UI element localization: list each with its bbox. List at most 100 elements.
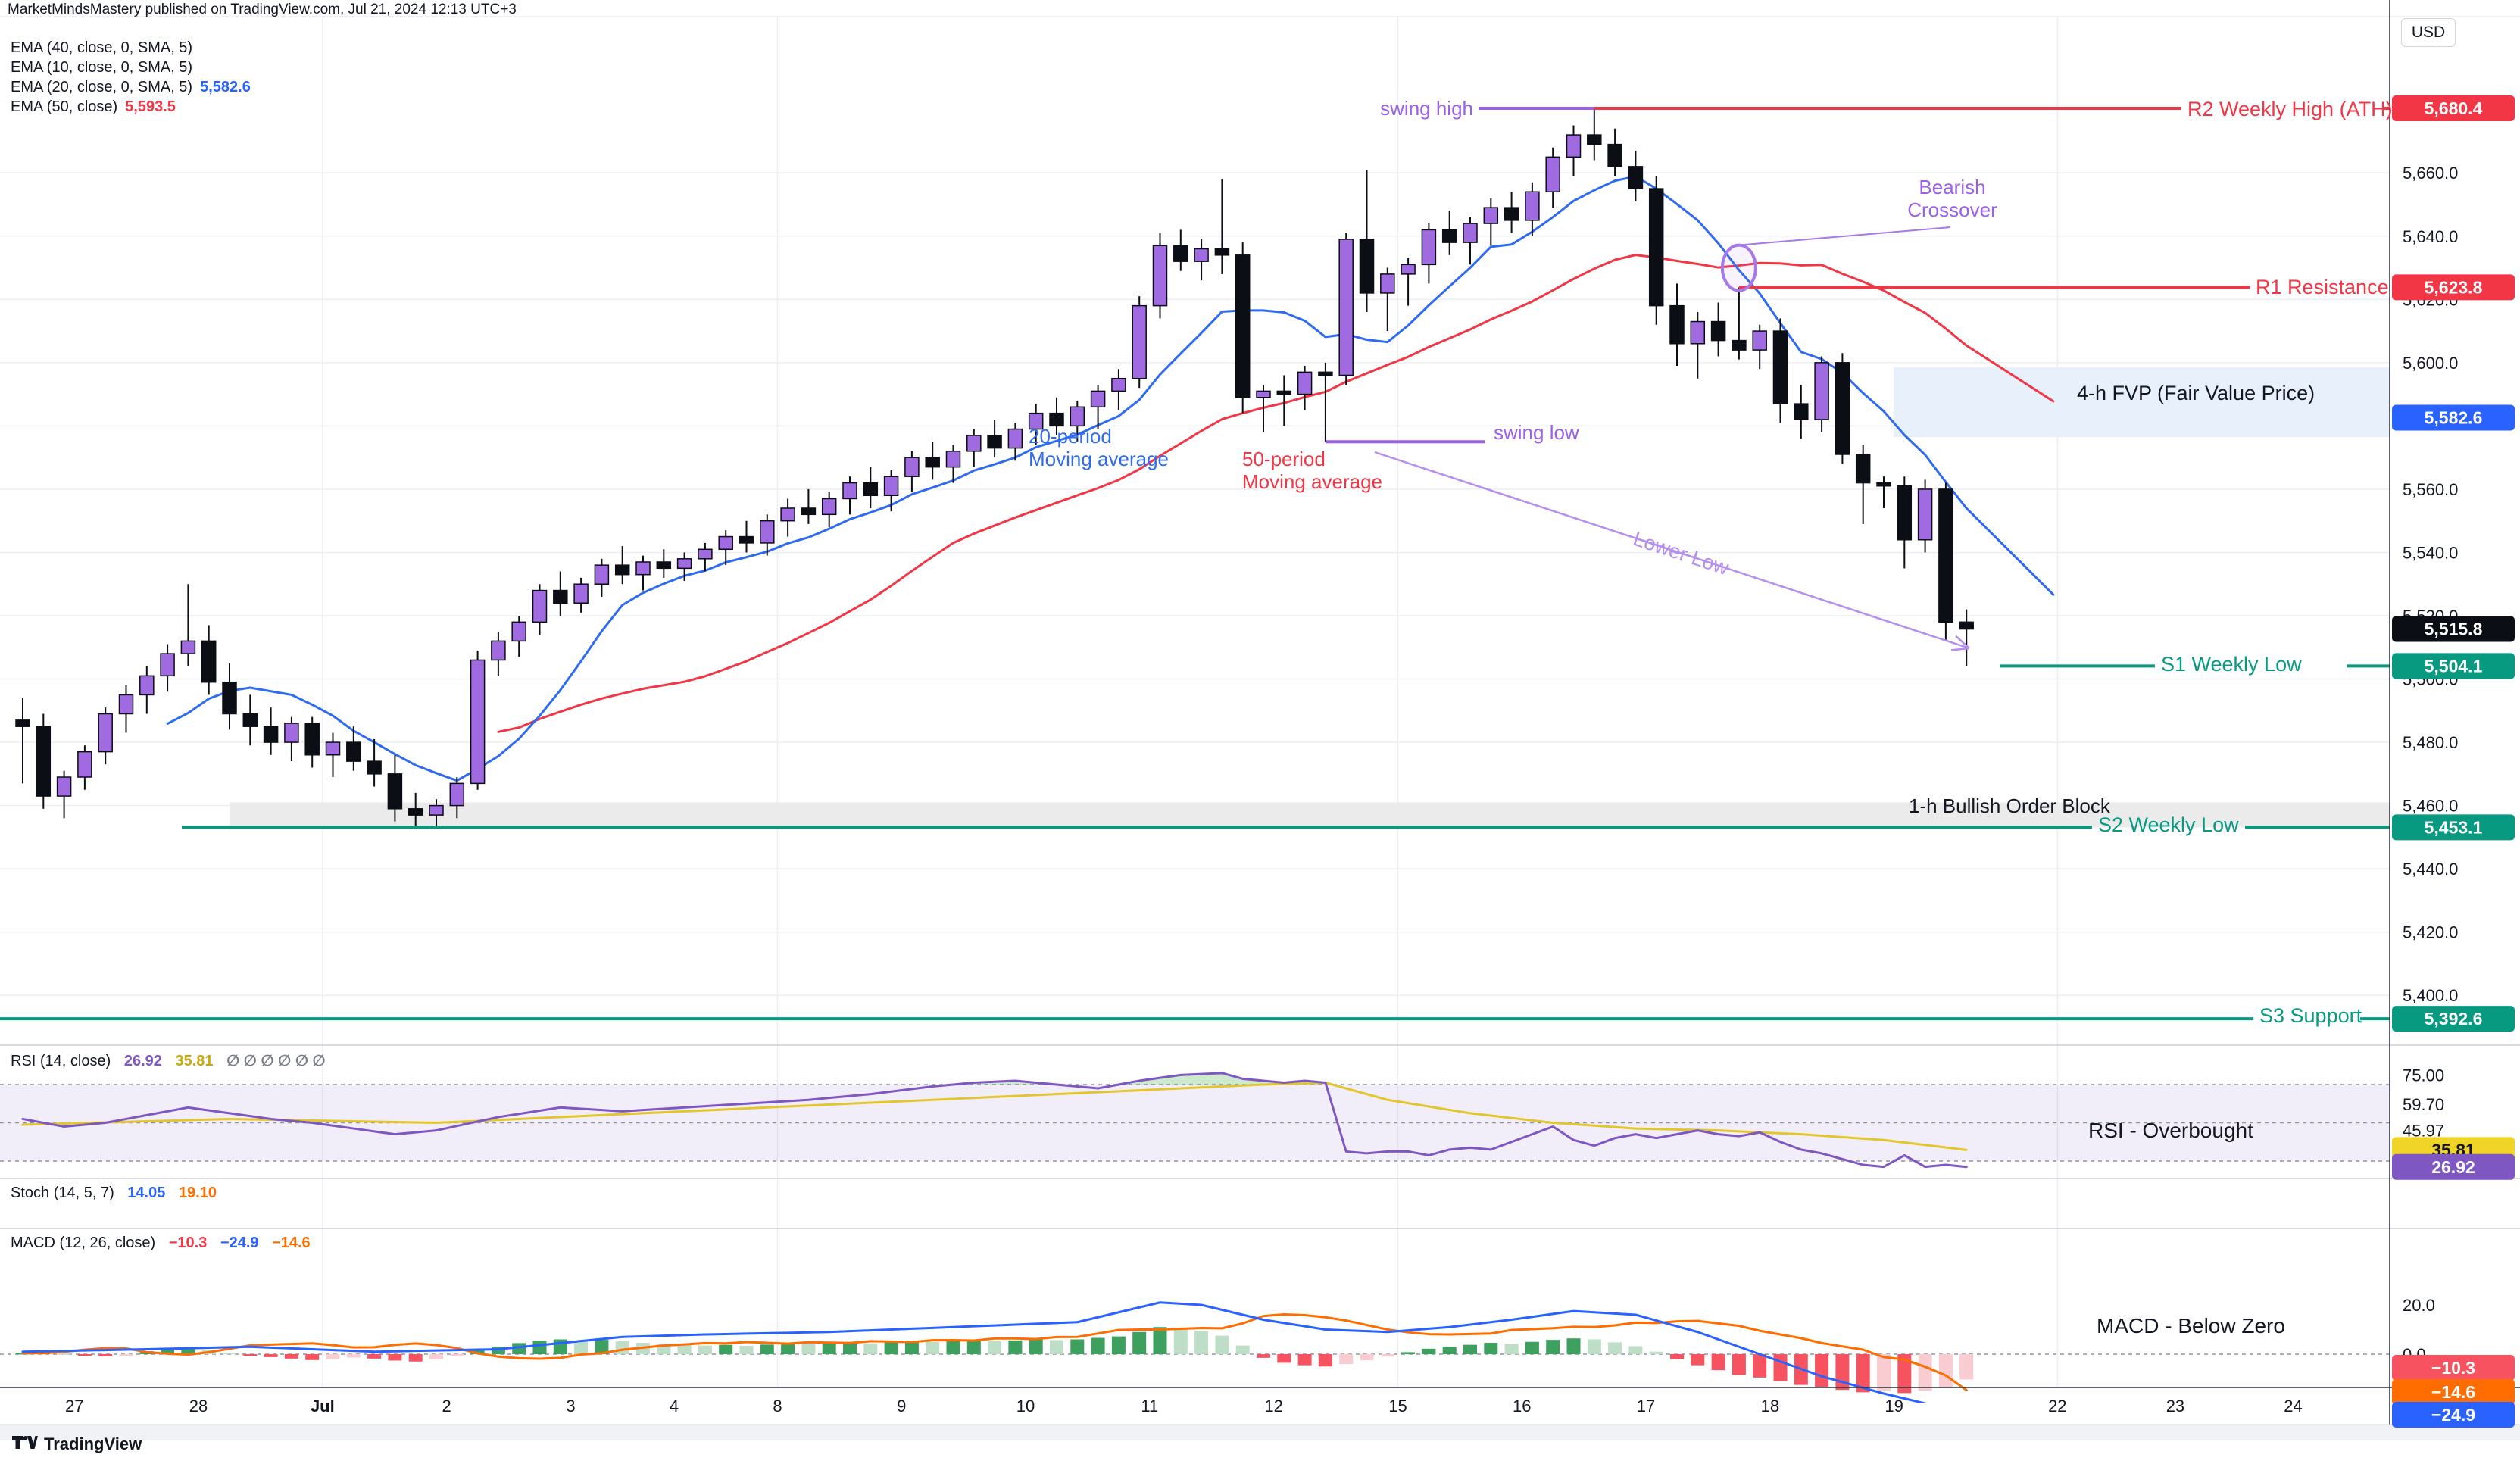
candle-up (532, 589, 548, 623)
swing-low-label: swing low (1494, 421, 1579, 444)
time-axis-label: 4 (670, 1397, 679, 1415)
order-block-label: 1-h Bullish Order Block (1909, 794, 2110, 817)
time-axis-label: 15 (1388, 1397, 1407, 1415)
candle-up (1194, 248, 1209, 262)
legend-ema10-label: EMA (10, close, 0, SMA, 5) (11, 59, 193, 76)
time-axis-label: 18 (1761, 1397, 1779, 1415)
macd-histogram-bar (1897, 1354, 1912, 1394)
rsi-empty-values: ∅ ∅ ∅ ∅ ∅ ∅ (226, 1053, 326, 1069)
time-axis-label: Jul (311, 1397, 335, 1415)
candle-up (511, 621, 526, 642)
price-tick: 5,660.0 (2403, 164, 2458, 183)
macd-histogram-bar (1380, 1354, 1394, 1357)
ma20-line-label: 20-period Moving average (1029, 425, 1169, 470)
time-axis-label: 11 (1141, 1397, 1158, 1415)
candle-down (1855, 454, 1871, 484)
rsi-pane-title[interactable]: RSI (14, close) 26.92 35.81 ∅ ∅ ∅ ∅ ∅ ∅ (11, 1051, 326, 1070)
time-axis-label: 27 (65, 1397, 83, 1415)
fvp-zone-label: 4-h FVP (Fair Value Price) (2077, 382, 2315, 404)
candle-down (1235, 254, 1251, 398)
price-axis-bg (2390, 0, 2520, 1467)
stoch-title-label: Stoch (14, 5, 7) (11, 1185, 114, 1201)
candle-up (449, 782, 465, 807)
macd-histogram-bar (1877, 1354, 1891, 1391)
price-tick: 5,560.0 (2403, 480, 2458, 499)
macd-histogram-bar (1257, 1354, 1270, 1358)
candle-down (1587, 134, 1602, 145)
legend-ema20-label: EMA (20, close, 0, SMA, 5) (11, 79, 193, 95)
time-axis-label: 9 (897, 1397, 906, 1415)
legend-ema20[interactable]: EMA (20, close, 0, SMA, 5) 5,582.6 (11, 79, 251, 96)
candle-down (1441, 229, 1457, 243)
macd-histogram-bar (491, 1347, 505, 1354)
candle-down (1669, 304, 1685, 345)
macd-histogram-bar (1670, 1354, 1684, 1359)
candle-up (842, 482, 857, 500)
macd-histogram-bar (677, 1344, 692, 1354)
macd-histogram-bar (1360, 1354, 1374, 1361)
rsi-line (21, 1072, 1968, 1169)
candle-down (1648, 188, 1664, 307)
candle-up (77, 751, 92, 778)
macd-histogram-bar (781, 1343, 795, 1354)
candle-down (656, 561, 672, 570)
bottom-strip (0, 1425, 2520, 1440)
macd-histogram-bar (119, 1354, 133, 1356)
axis-badge-value: 26.92 (2431, 1157, 2475, 1177)
macd-histogram-bar (1029, 1338, 1043, 1354)
macd-histogram-bar (1566, 1338, 1581, 1354)
axis-badge-value: 5,392.6 (2425, 1009, 2483, 1028)
legend-ema40[interactable]: EMA (40, close, 0, SMA, 5) (11, 39, 192, 57)
currency-axis-button[interactable]: USD (2401, 18, 2456, 47)
time-axis-label: 23 (2166, 1397, 2184, 1415)
candle-up (594, 564, 610, 585)
candle-down (1794, 403, 1809, 420)
stoch-k-value: 14.05 (127, 1185, 166, 1201)
stoch-pane-title[interactable]: Stoch (14, 5, 7) 14.05 19.10 (11, 1185, 217, 1202)
macd-histogram-bar (450, 1354, 464, 1356)
axis-badge (2392, 95, 2515, 121)
macd-histogram-bar (532, 1341, 547, 1354)
macd-histogram-bar (1463, 1344, 1477, 1354)
macd-histogram-bar (408, 1354, 423, 1362)
macd-histogram-bar (1339, 1354, 1354, 1364)
candle-up (1380, 273, 1395, 294)
candle-up (821, 498, 837, 516)
axis-badge (2392, 653, 2515, 679)
tradingview-logo[interactable]: TradingView (12, 1434, 142, 1454)
macd-histogram-bar (77, 1354, 92, 1356)
candle-up (760, 520, 775, 544)
macd-histogram-bar (719, 1344, 733, 1354)
candle-up (325, 741, 341, 756)
time-axis-label: 10 (1016, 1397, 1035, 1415)
macd-histogram-bar (615, 1341, 629, 1354)
candle-down (15, 719, 30, 727)
candle-down (1959, 621, 1974, 630)
macd-histogram-bar (1649, 1351, 1663, 1354)
price-tick: 5,540.0 (2403, 543, 2458, 562)
axis-badge (2392, 274, 2515, 301)
macd-histogram-bar (904, 1341, 919, 1354)
macd-histogram-bar (739, 1345, 754, 1354)
macd-histogram-bar (181, 1347, 195, 1354)
candle-down (304, 723, 320, 756)
axis-badge (2392, 1402, 2515, 1428)
macd-histogram-bar (1132, 1331, 1147, 1354)
candle-down (387, 773, 403, 810)
legend-ema50-value: 5,593.5 (125, 98, 176, 115)
legend-ema10[interactable]: EMA (10, close, 0, SMA, 5) (11, 59, 192, 76)
macd-histogram-bar (346, 1354, 361, 1358)
bearish-crossover-pointer (1738, 226, 1951, 246)
macd-pane-title[interactable]: MACD (12, 26, close) −10.3 −24.9 −14.6 (11, 1234, 311, 1252)
legend-ema50[interactable]: EMA (50, close) 5,593.5 (11, 98, 176, 116)
s1-weekly-low-label: S1 Weekly Low (2161, 653, 2302, 676)
s2-weekly-low-label: S2 Weekly Low (2098, 813, 2239, 836)
candle-up (1525, 191, 1540, 221)
lower-low-arrowhead (1950, 647, 1970, 651)
macd-histogram-bar (1277, 1354, 1291, 1363)
lower-low-label: Lower Low (1630, 527, 1732, 579)
macd-histogram-bar (801, 1344, 816, 1354)
axis-badge (2392, 1379, 2515, 1405)
time-axis-label: 22 (2048, 1397, 2066, 1415)
